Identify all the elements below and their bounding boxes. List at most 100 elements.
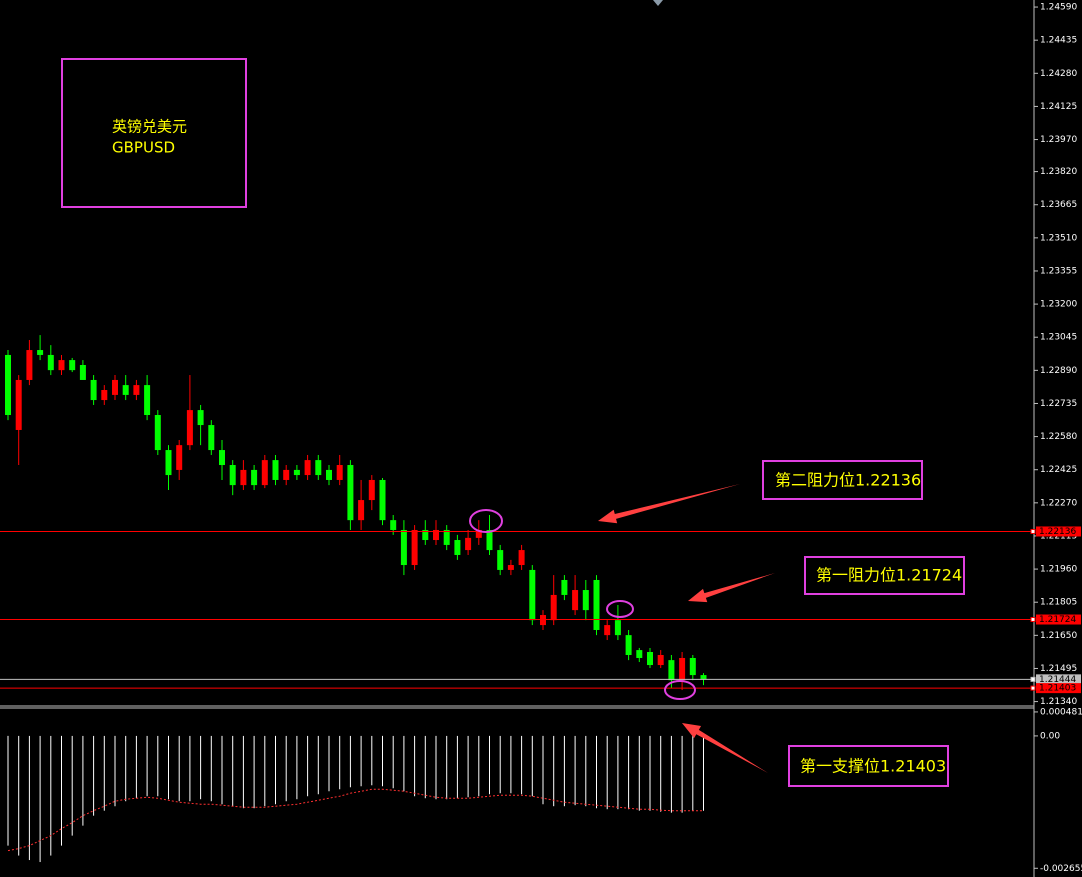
marks: 1.24590 1.24435 1.24280 1.24125 1.23970 1.238… <box>0 3 1082 874</box>
candle-body <box>154 415 161 451</box>
candle-body <box>347 465 354 521</box>
candle-body <box>540 615 546 626</box>
candle-body <box>15 379 22 430</box>
y-tick-label: 1.23820 <box>1040 167 1077 177</box>
level-label: 1.21724 <box>1039 615 1076 625</box>
candle-body <box>486 529 493 551</box>
pair-symbol: GBPUSD <box>112 139 175 157</box>
candle-body <box>358 500 365 521</box>
level-tag <box>1036 614 1081 625</box>
candle-body <box>90 379 97 401</box>
highlight-circle <box>606 600 634 618</box>
y-tick-label: 1.22270 <box>1040 498 1077 508</box>
candle-body <box>636 650 643 658</box>
highlight-circle <box>664 680 696 700</box>
candle-body <box>251 469 258 486</box>
candle-body <box>69 360 76 371</box>
level-dot <box>1030 685 1036 691</box>
candle-body <box>283 469 290 480</box>
y-tick-label: 1.21805 <box>1040 598 1077 608</box>
candle-body <box>208 425 215 451</box>
candle-body <box>315 460 322 476</box>
candle-body <box>390 520 397 530</box>
candle-body <box>497 550 504 570</box>
candle-body <box>507 565 514 570</box>
candle-body <box>101 390 108 401</box>
annotations: 第二阻力位1.22136 第一阻力位1.21724 第一支撑位1.21403 <box>469 460 965 787</box>
candle-body <box>176 445 183 470</box>
annotation-box <box>804 556 965 595</box>
candle-body <box>604 625 611 636</box>
y-tick-label: 1.23665 <box>1040 200 1077 210</box>
y-tick-label: 0.00 <box>1040 731 1060 741</box>
candle-body <box>422 529 429 541</box>
candle-body <box>518 550 525 566</box>
y-tick-label: 1.22580 <box>1040 432 1077 442</box>
y-tick-label: 1.22735 <box>1040 399 1077 409</box>
candle-body <box>475 529 482 538</box>
candle-body <box>144 385 151 416</box>
y-tick-label: 0.000481 <box>1040 707 1082 717</box>
level-tag <box>1036 526 1081 537</box>
frame <box>0 0 1035 877</box>
candle-body <box>122 385 129 395</box>
level-dot <box>1030 617 1036 623</box>
level-label: 1.22136 <box>1039 527 1076 537</box>
arrow <box>682 723 768 773</box>
level-dot <box>1030 528 1036 534</box>
shift-marker <box>653 0 663 6</box>
annotation-box <box>788 745 949 787</box>
y-tick-label: 1.22425 <box>1040 465 1077 475</box>
candle-body <box>465 537 472 551</box>
candle-body <box>400 529 407 566</box>
y-tick-label: 1.21650 <box>1040 631 1077 641</box>
candle-body <box>240 469 247 486</box>
candle-body <box>582 590 589 611</box>
candle-body <box>647 652 653 666</box>
candle-body <box>293 469 300 476</box>
candle-body <box>58 360 65 371</box>
y-tick-label: 1.23355 <box>1040 266 1077 276</box>
y-tick-label: 1.24590 <box>1040 3 1077 13</box>
annotation-box <box>762 460 923 500</box>
candle-body <box>561 579 568 595</box>
y-tick-label: 1.24125 <box>1040 102 1077 112</box>
candle-body <box>572 590 579 611</box>
candle-body <box>379 479 386 521</box>
candle-body <box>368 479 375 501</box>
pair-name: 英镑兑美元 <box>112 118 187 136</box>
candle-body <box>304 460 311 476</box>
candle-body <box>229 465 236 486</box>
y-tick-label: 1.23510 <box>1040 233 1077 243</box>
highlight-circle <box>469 509 503 533</box>
level-dot <box>1030 676 1036 682</box>
arrow <box>598 484 740 524</box>
candle-body <box>679 657 686 681</box>
level-tag <box>1036 683 1081 694</box>
level-label: 1.21444 <box>1039 675 1076 685</box>
candle-body <box>112 379 118 395</box>
arrow <box>688 573 775 603</box>
candle-body <box>700 675 707 680</box>
candle-body <box>186 410 193 446</box>
candle-body <box>37 350 44 355</box>
signal-line <box>7 788 704 852</box>
candle-body <box>326 469 332 480</box>
y-tick-label: 1.24280 <box>1040 69 1077 79</box>
y-tick-label: 1.21495 <box>1040 664 1077 674</box>
candle-body <box>550 594 557 621</box>
candle-body <box>411 529 418 566</box>
info-box: 英镑兑美元 GBPUSD <box>61 58 247 208</box>
y-tick-label: -0.002655 <box>1040 864 1082 874</box>
candle-body <box>614 620 621 636</box>
annotation: 第一支撑位1.21403 <box>800 757 946 776</box>
candle-body <box>433 529 439 541</box>
candle-body <box>79 365 86 380</box>
y-tick-label: 1.21960 <box>1040 565 1077 575</box>
candle-body <box>261 460 268 486</box>
candle-body <box>657 654 664 666</box>
candle-body <box>133 385 140 395</box>
candle-body <box>443 529 450 545</box>
